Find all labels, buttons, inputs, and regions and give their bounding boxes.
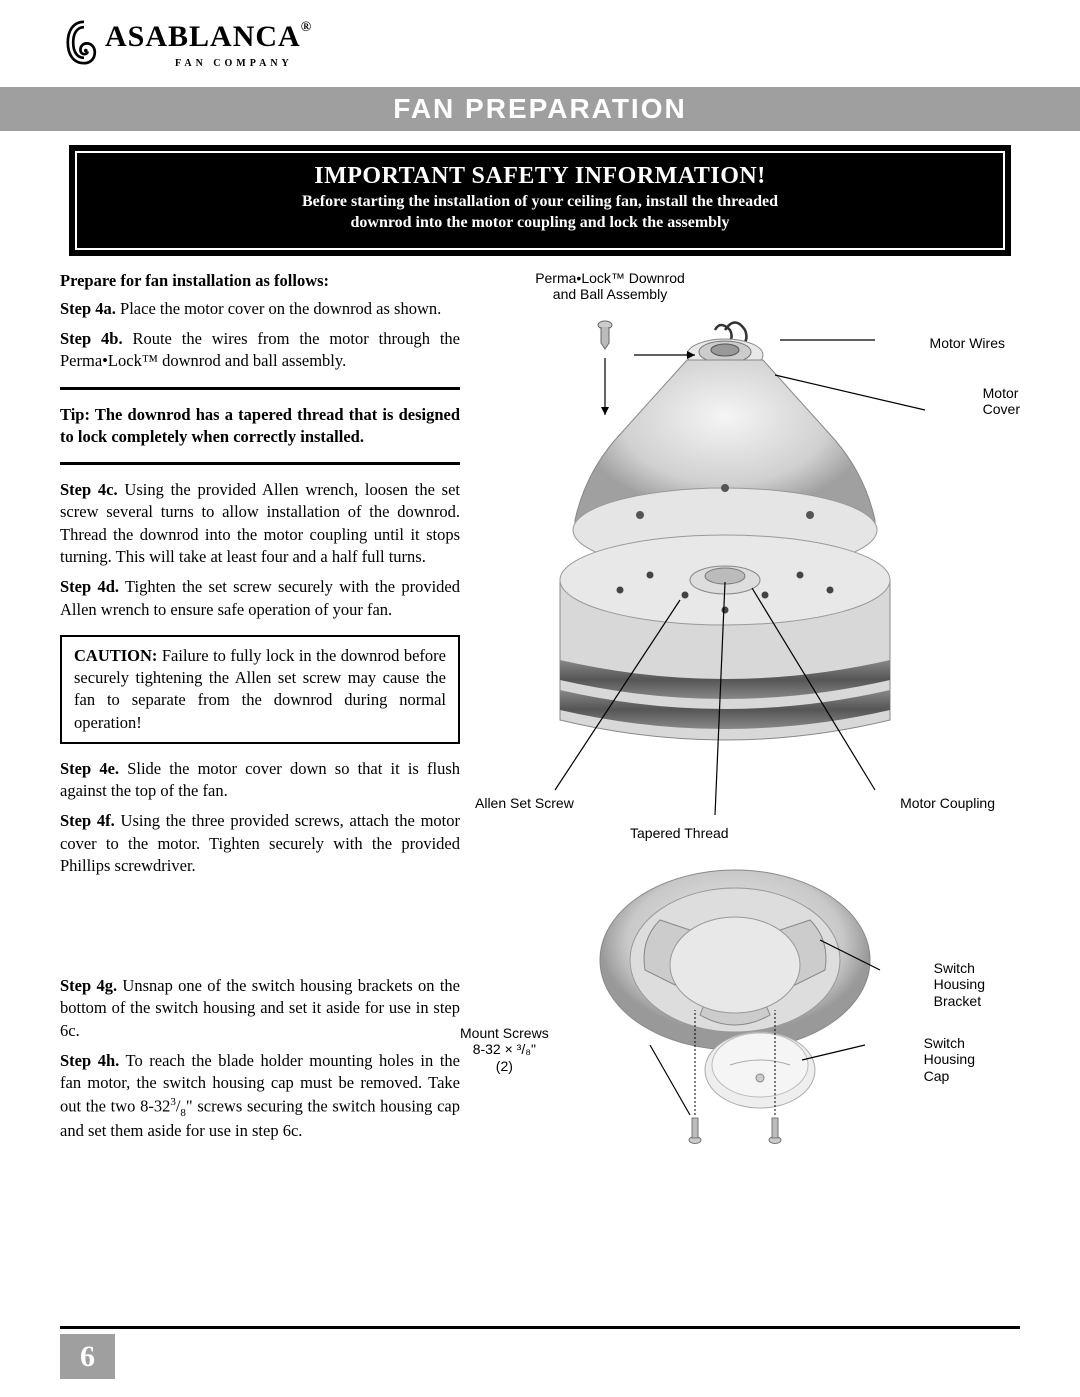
footer-rule — [60, 1326, 1020, 1329]
divider — [60, 387, 460, 390]
page: ASABLANCA® FAN COMPANY FAN PREPARATION I… — [0, 0, 1080, 1397]
logo-subtitle: FAN COMPANY — [175, 58, 293, 69]
step-4f: Step 4f. Using the three provided screws… — [60, 810, 460, 877]
label-permalock: Perma•Lock™ Downrod and Ball Assembly — [510, 270, 710, 304]
label-cap: Switch Housing Cap — [924, 1035, 975, 1085]
logo-swirl-icon — [65, 20, 103, 65]
safety-line2: downrod into the motor coupling and lock… — [107, 213, 973, 234]
safety-box: IMPORTANT SAFETY INFORMATION! Before sta… — [75, 151, 1005, 250]
label-mount-screws: Mount Screws 8-32 × ³/₈" (2) — [460, 1025, 549, 1075]
caution-box: CAUTION: Failure to fully lock in the do… — [60, 635, 460, 744]
switch-housing-illustration — [580, 860, 920, 1170]
logo-reg: ® — [301, 20, 312, 35]
switch-housing-diagram: Mount Screws 8-32 × ³/₈" (2) Switch Hous… — [480, 860, 1020, 1180]
motor-diagram: Perma•Lock™ Downrod and Ball Assembly Mo… — [480, 270, 1020, 840]
step-4d: Step 4d. Tighten the set screw securely … — [60, 576, 460, 621]
label-tapered: Tapered Thread — [630, 825, 729, 842]
diagrams-column: Perma•Lock™ Downrod and Ball Assembly Mo… — [480, 270, 1020, 1180]
page-number: 6 — [60, 1334, 115, 1379]
divider — [60, 462, 460, 465]
label-bracket: Switch Housing Bracket — [934, 960, 985, 1010]
step-4g: Step 4g. Unsnap one of the switch housin… — [60, 975, 460, 1042]
tip: Tip: The downrod has a tapered thread th… — [60, 404, 460, 449]
step-4h: Step 4h. To reach the blade holder mount… — [60, 1050, 460, 1142]
label-motor-cover: Motor Cover — [983, 385, 1020, 419]
section-header: FAN PREPARATION — [0, 87, 1080, 131]
logo: ASABLANCA® FAN COMPANY — [65, 20, 1020, 75]
step-4a: Step 4a. Place the motor cover on the do… — [60, 298, 460, 320]
logo-brand: ASABLANCA® — [105, 20, 312, 54]
content-columns: Prepare for fan installation as follows:… — [60, 270, 1020, 1180]
safety-title: IMPORTANT SAFETY INFORMATION! — [107, 163, 973, 190]
instructions-column: Prepare for fan installation as follows:… — [60, 270, 460, 1180]
step-4b: Step 4b. Route the wires from the motor … — [60, 328, 460, 373]
safety-line1: Before starting the installation of your… — [107, 192, 973, 213]
step-4c: Step 4c. Using the provided Allen wrench… — [60, 479, 460, 568]
instructions-heading: Prepare for fan installation as follows: — [60, 270, 460, 292]
motor-illustration — [520, 320, 980, 820]
step-4e: Step 4e. Slide the motor cover down so t… — [60, 758, 460, 803]
